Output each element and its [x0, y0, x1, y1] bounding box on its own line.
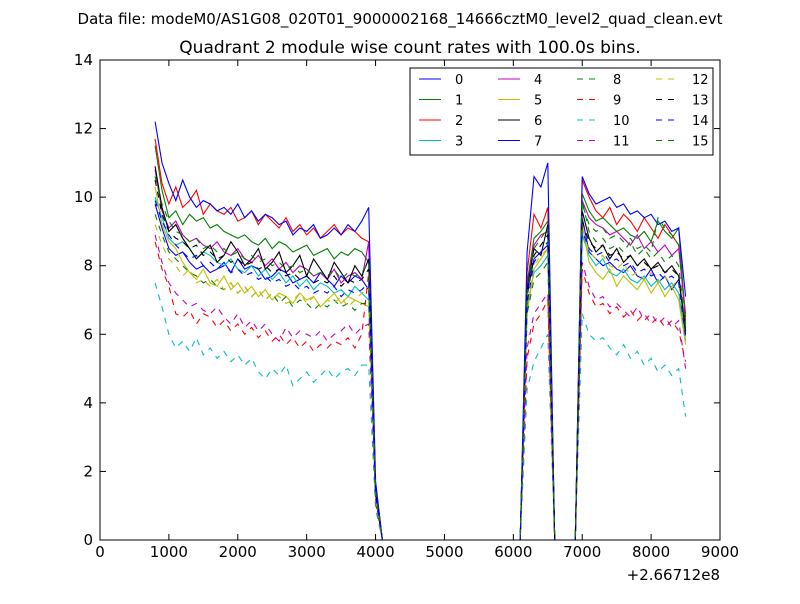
legend-box [409, 67, 714, 156]
series-line-9 [154, 241, 687, 540]
x-tick-label-3000: 3000 [288, 543, 326, 561]
y-tick-label-12: 12 [74, 120, 93, 138]
x-tick-label-7000: 7000 [563, 543, 601, 561]
series-lines [154, 121, 687, 540]
plot-area: 0 1000 2000 3000 4000 5000 6000 7000 8000 9000 0 2 4… [74, 51, 739, 561]
legend-label-2: 2 [455, 114, 463, 129]
series-line-15 [154, 176, 687, 540]
series-line-14 [154, 200, 687, 540]
legend-label-8: 8 [613, 73, 621, 88]
chart-title: Quadrant 2 module wise count rates with … [179, 38, 640, 58]
x-tick-label-0: 0 [95, 543, 105, 561]
legend-label-1: 1 [455, 94, 463, 109]
y-tick-label-10: 10 [74, 188, 93, 206]
x-tick-label-2000: 2000 [219, 543, 257, 561]
x-tick-label-6000: 6000 [494, 543, 532, 561]
legend-label-10: 10 [613, 114, 630, 129]
y-tick-label-0: 0 [83, 531, 93, 549]
series-line-5 [154, 186, 687, 540]
series-line-2 [154, 138, 687, 540]
x-tick-label-9000: 9000 [701, 543, 739, 561]
legend-label-13: 13 [692, 94, 709, 109]
series-line-0 [154, 203, 687, 540]
x-tick-label-1000: 1000 [150, 543, 188, 561]
legend-label-15: 15 [692, 135, 709, 150]
x-axis-offset-label: +2.66712e8 [627, 566, 720, 584]
data-file-caption: Data file: modeM0/AS1G08_020T01_90000021… [78, 10, 723, 29]
series-line-3 [154, 196, 687, 540]
legend-label-9: 9 [613, 94, 621, 109]
legend-label-11: 11 [613, 135, 630, 150]
series-line-12 [154, 224, 687, 540]
y-tick-label-6: 6 [83, 325, 93, 343]
legend-label-7: 7 [534, 135, 542, 150]
y-tick-label-4: 4 [83, 394, 93, 412]
series-line-4 [154, 169, 687, 540]
y-tick-label-2: 2 [83, 462, 93, 480]
legend-label-6: 6 [534, 114, 542, 129]
series-line-6 [154, 166, 687, 540]
legend-label-3: 3 [455, 135, 463, 150]
y-tick-label-14: 14 [74, 51, 93, 69]
series-line-1 [154, 145, 687, 540]
legend-label-12: 12 [692, 73, 709, 88]
series-line-11 [154, 234, 687, 540]
legend-label-0: 0 [455, 73, 463, 88]
series-line-13 [154, 179, 687, 540]
legend-label-14: 14 [692, 114, 709, 129]
axes-frame [99, 59, 721, 541]
y-tick-label-8: 8 [83, 257, 93, 275]
series-line-10 [154, 282, 687, 540]
x-tick-label-8000: 8000 [632, 543, 670, 561]
x-tick-label-4000: 4000 [356, 543, 394, 561]
legend-label-5: 5 [534, 94, 542, 109]
series-line-7 [154, 121, 687, 540]
x-tick-label-5000: 5000 [425, 543, 463, 561]
legend-label-4: 4 [534, 73, 542, 88]
